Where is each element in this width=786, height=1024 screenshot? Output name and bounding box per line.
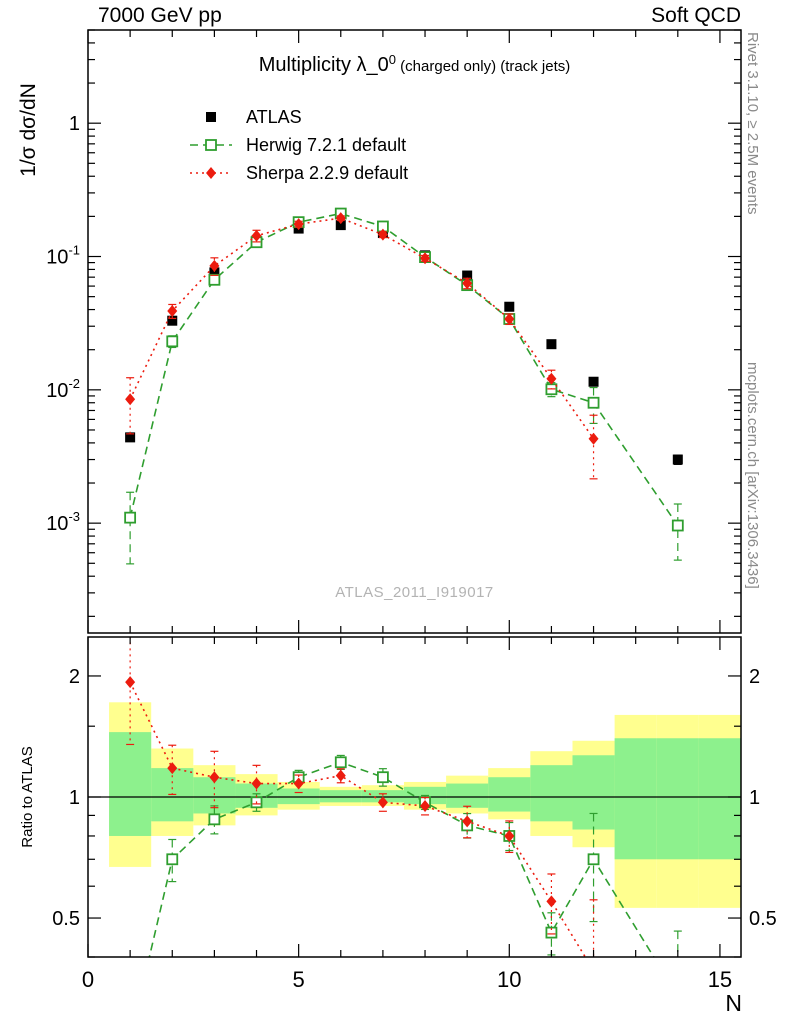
ratio-y-axis-label: Ratio to ATLAS: [19, 746, 36, 848]
series-sherpa-2.2.9-default: [125, 212, 599, 480]
svg-text:1: 1: [749, 787, 760, 809]
main-frame: [87, 29, 742, 634]
x-axis-label: N: [725, 990, 742, 1016]
mcplots-arxiv-note: mcplots.cern.ch [arXiv:1306.3436]: [744, 362, 761, 589]
svg-text:2: 2: [749, 666, 760, 688]
filled-square-legend-icon: [206, 112, 216, 122]
uncertainty-bands: [109, 702, 741, 908]
svg-text:10-2: 10-2: [46, 376, 80, 402]
svg-text:1: 1: [69, 113, 80, 135]
series-herwig-7.2.1-default: [124, 207, 684, 565]
main-y-axis-label: 1/σ dσ/dN: [17, 83, 40, 177]
legend-label: ATLAS: [246, 106, 302, 127]
process-group: Soft QCD: [651, 4, 741, 27]
svg-text:15: 15: [708, 967, 732, 992]
series-sherpa-2.2.9-default: [125, 637, 598, 957]
svg-text:0.5: 0.5: [749, 908, 777, 930]
title-qualifier: (charged only) (track jets): [396, 58, 571, 75]
svg-text:0.5: 0.5: [52, 908, 80, 930]
filled-diamond-legend-icon: [190, 167, 232, 179]
beam-info: 7000 GeV pp: [98, 4, 222, 27]
rivet-version-note: Rivet 3.1.10, ≥ 2.5M events: [744, 32, 761, 215]
series-atlas: [125, 220, 683, 465]
svg-text:10-3: 10-3: [46, 509, 80, 535]
axis-ticks: [87, 29, 741, 958]
legend-item: Herwig 7.2.1 default: [188, 131, 408, 159]
svg-text:10: 10: [497, 967, 521, 992]
legend-label: Herwig 7.2.1 default: [246, 134, 407, 155]
title-main: Multiplicity λ_0: [258, 54, 389, 76]
plot-title: Multiplicity λ_00 (charged only) (track …: [88, 52, 741, 77]
legend-item: Sherpa 2.2.9 default: [188, 159, 408, 187]
svg-text:2: 2: [69, 666, 80, 688]
svg-text:1: 1: [69, 787, 80, 809]
legend: ATLAS Herwig 7.2.1 default Sherpa 2.2.9 de…: [188, 103, 408, 187]
title-superscript: 0: [388, 52, 397, 67]
svg-text:5: 5: [293, 967, 305, 992]
analysis-watermark: ATLAS_2011_I919017: [335, 584, 494, 601]
svg-text:0: 0: [82, 967, 94, 992]
open-square-legend-icon: [190, 139, 232, 151]
tick-labels: 1 10-1 10-2 10-3 2 2 1 1 0.5 0.5 0 5 10 15: [46, 113, 777, 992]
svg-text:10-1: 10-1: [46, 243, 80, 269]
legend-item: ATLAS: [188, 103, 408, 131]
legend-label: Sherpa 2.2.9 default: [246, 162, 409, 183]
